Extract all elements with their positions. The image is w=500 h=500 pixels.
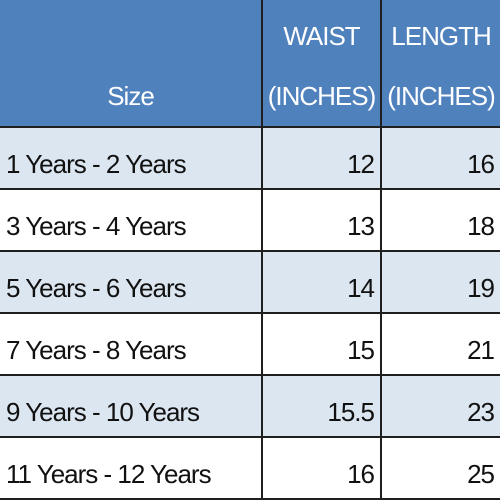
measure-cell: 15.5 bbox=[263, 376, 380, 436]
measure-cell: 15 bbox=[263, 314, 380, 374]
size-cell: 9 Years - 10 Years bbox=[0, 376, 261, 436]
measure-cell: 16 bbox=[263, 438, 380, 498]
header-cell: WAIST (INCHES) bbox=[263, 0, 380, 126]
measure-cell: 21 bbox=[382, 314, 500, 374]
header-cell: Size bbox=[0, 0, 261, 126]
measure-cell: 13 bbox=[263, 190, 380, 250]
size-cell: 1 Years - 2 Years bbox=[0, 128, 261, 188]
measure-cell: 16 bbox=[382, 128, 500, 188]
size-cell: 3 Years - 4 Years bbox=[0, 190, 261, 250]
measure-cell: 25 bbox=[382, 438, 500, 498]
measure-cell: 14 bbox=[263, 252, 380, 312]
measure-cell: 19 bbox=[382, 252, 500, 312]
measure-cell: 23 bbox=[382, 376, 500, 436]
size-cell: 5 Years - 6 Years bbox=[0, 252, 261, 312]
header-cell: LENGTH (INCHES) bbox=[382, 0, 500, 126]
measure-cell: 12 bbox=[263, 128, 380, 188]
size-cell: 11 Years - 12 Years bbox=[0, 438, 261, 498]
size-cell: 7 Years - 8 Years bbox=[0, 314, 261, 374]
measure-cell: 18 bbox=[382, 190, 500, 250]
